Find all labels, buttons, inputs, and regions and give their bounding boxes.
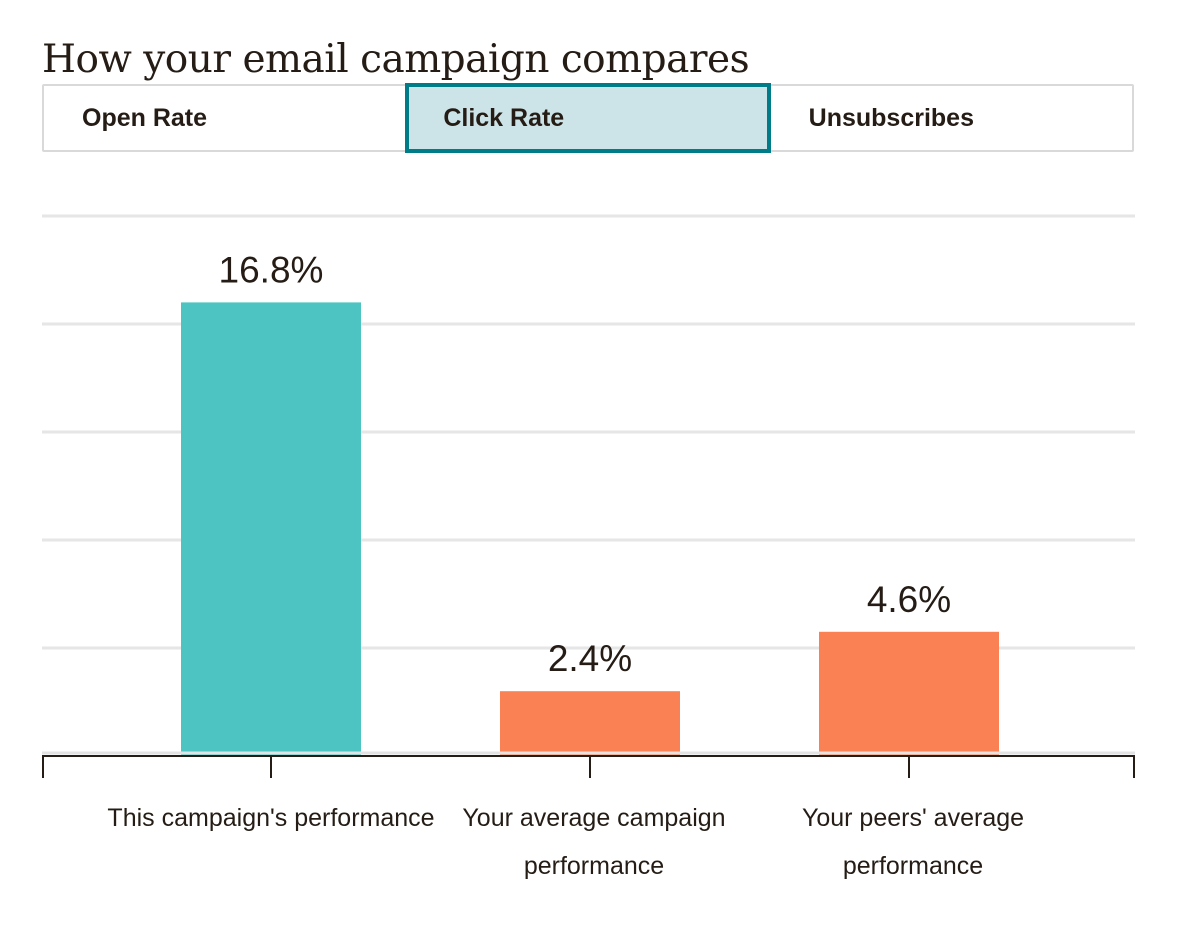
- bar-value-label: 16.8%: [219, 249, 324, 290]
- x-tick-label: Your average campaign performance: [462, 804, 725, 880]
- tab-click-rate[interactable]: Click Rate: [405, 83, 771, 153]
- bar: [500, 691, 680, 756]
- metric-tabs: Open Rate Click Rate Unsubscribes: [42, 83, 1134, 153]
- chart-title: How your email campaign compares: [42, 37, 750, 82]
- bar-value-label: 2.4%: [548, 638, 632, 679]
- bar: [819, 631, 999, 756]
- bar-value-label: 4.6%: [867, 579, 951, 620]
- bar: [181, 302, 361, 756]
- x-tick-label: This campaign's performance: [107, 804, 434, 832]
- tab-open-rate[interactable]: Open Rate: [44, 86, 406, 150]
- x-tick-label: Your peers' average performance: [802, 804, 1024, 880]
- tab-unsubscribes[interactable]: Unsubscribes: [770, 86, 1132, 150]
